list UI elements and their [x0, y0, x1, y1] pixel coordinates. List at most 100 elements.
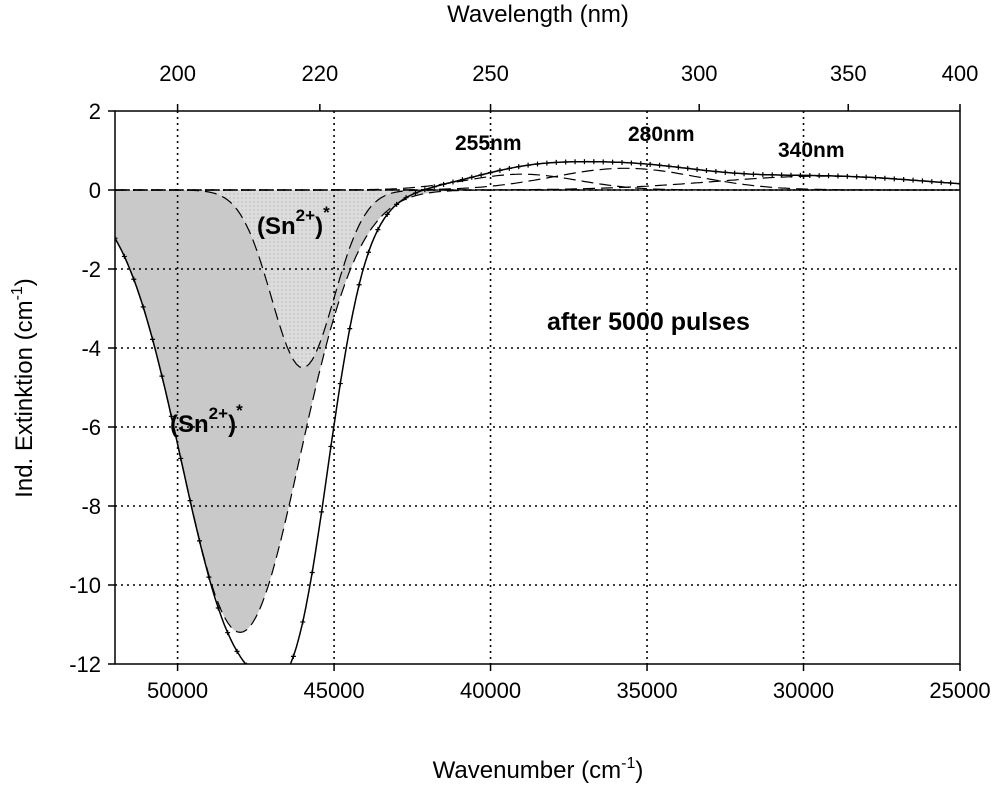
data-marker	[150, 336, 156, 342]
y-tick-label: -2	[81, 257, 101, 282]
data-marker	[253, 673, 258, 678]
data-marker	[863, 174, 869, 180]
data-marker	[797, 172, 803, 178]
data-marker	[919, 178, 925, 184]
x2-tick-label: 350	[830, 61, 867, 86]
data-marker	[525, 162, 531, 168]
x-axis-title: Wavenumber (cm-1)	[433, 755, 644, 784]
data-marker	[478, 172, 484, 178]
data-marker	[882, 175, 888, 181]
data-marker	[938, 179, 944, 185]
x2-tick-label: 200	[159, 61, 196, 86]
data-marker	[647, 161, 653, 167]
data-marker	[131, 276, 137, 282]
annotation-sn-lower: (Sn2+)*	[170, 401, 243, 438]
x2-axis-title: Wavelength (nm)	[447, 1, 629, 28]
data-marker	[685, 165, 691, 171]
x2-tick-label: 400	[942, 61, 979, 86]
y-tick-label: -10	[69, 573, 101, 598]
data-marker	[140, 304, 146, 310]
data-marker	[516, 164, 522, 170]
x-tick-label: 30000	[773, 678, 834, 703]
data-marker	[215, 605, 221, 611]
data-marker	[263, 679, 268, 684]
data-marker	[779, 172, 785, 178]
data-marker	[535, 161, 540, 167]
data-marker	[581, 159, 587, 165]
data-marker	[187, 498, 193, 504]
data-marker	[675, 164, 681, 170]
x2-tick-label: 250	[472, 61, 509, 86]
data-marker	[835, 173, 841, 179]
data-marker	[807, 172, 813, 178]
data-marker	[948, 180, 954, 186]
data-marker	[910, 177, 916, 183]
data-marker	[666, 163, 672, 169]
data-marker	[591, 159, 597, 165]
data-marker	[319, 509, 325, 515]
data-marker	[272, 680, 277, 685]
data-marker	[431, 184, 437, 190]
data-marker	[197, 538, 202, 544]
data-marker	[225, 630, 231, 636]
data-marker	[826, 173, 832, 179]
x-tick-label: 40000	[460, 678, 521, 703]
data-marker	[384, 211, 390, 217]
y-tick-label: -12	[69, 652, 101, 677]
data-marker	[375, 227, 381, 233]
data-marker	[206, 574, 212, 580]
data-marker	[459, 177, 465, 183]
data-marker	[694, 167, 700, 173]
data-marker	[469, 174, 475, 180]
annotation-280nm: 280nm	[628, 123, 695, 146]
data-marker	[572, 159, 578, 165]
annotation-sn-upper: (Sn2+)*	[257, 203, 330, 240]
annotation-after-pulses: after 5000 pulses	[547, 308, 750, 336]
x-tick-label: 50000	[147, 678, 208, 703]
band-curve-3	[115, 167, 960, 191]
y-tick-label: -4	[81, 336, 101, 361]
y-tick-label: 2	[89, 99, 101, 124]
data-marker	[309, 570, 315, 576]
data-marker	[544, 160, 550, 166]
x2-tick-label: 300	[681, 61, 718, 86]
data-marker	[628, 160, 634, 166]
data-marker	[403, 195, 409, 201]
data-marker	[741, 171, 747, 177]
data-marker	[300, 619, 306, 625]
y-tick-label: -6	[81, 415, 101, 440]
data-marker	[891, 176, 897, 182]
data-marker	[168, 413, 174, 419]
data-marker	[282, 673, 287, 678]
y-axis-title: Ind. Extinktion (cm-1)	[9, 278, 38, 498]
data-marker	[563, 159, 569, 165]
data-marker	[816, 173, 822, 179]
x-tick-label: 25000	[929, 678, 990, 703]
data-marker	[328, 444, 334, 450]
data-marker	[290, 653, 296, 659]
x-tick-label: 35000	[616, 678, 677, 703]
data-marker	[732, 170, 738, 176]
x-tick-label: 45000	[303, 678, 364, 703]
data-marker	[788, 172, 794, 178]
data-marker	[600, 159, 606, 165]
data-marker	[394, 201, 400, 207]
data-marker	[412, 190, 418, 196]
data-marker	[422, 187, 428, 193]
data-marker	[873, 175, 878, 181]
data-marker	[901, 176, 907, 182]
data-marker	[769, 172, 775, 178]
annotation-340nm: 340nm	[778, 139, 845, 162]
data-marker	[704, 168, 709, 174]
y-tick-label: -8	[81, 494, 101, 519]
data-marker	[722, 169, 728, 175]
data-marker	[337, 381, 343, 387]
data-marker	[957, 181, 960, 187]
data-marker	[854, 174, 860, 180]
data-marker	[441, 181, 447, 187]
band-curve-4	[115, 175, 960, 191]
data-marker	[366, 249, 371, 255]
data-marker	[115, 235, 118, 241]
data-marker	[178, 455, 184, 461]
